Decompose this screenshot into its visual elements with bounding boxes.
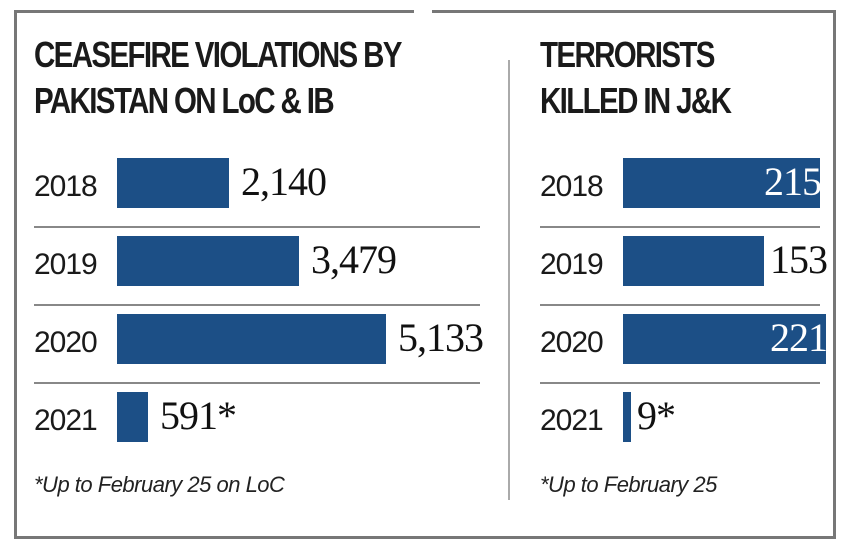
value-label: 9* [637,393,676,438]
bar-row: 2018 2,140 [34,150,480,228]
bar [117,314,386,364]
frame-bottom [14,536,836,539]
chart-title: CEASEFIRE VIOLATIONS BY PAKISTAN ON LoC … [34,34,403,121]
bar-row: 2021 591* [34,384,480,462]
category-label: 2019 [34,248,98,281]
bar-row: 2020 221 [540,306,828,384]
row-separator [540,226,820,228]
category-label: 2019 [540,248,604,281]
row-separator [34,304,480,306]
value-label: 221 [770,315,828,360]
chart-footnote: *Up to February 25 [540,472,717,497]
bar [623,236,764,286]
category-label: 2021 [34,404,98,437]
bar-row: 2020 5,133 [34,306,484,384]
frame-right [833,10,836,538]
chart-title: TERRORISTS KILLED IN J&K [540,34,732,121]
frame-left [14,10,17,538]
bar-row: 2018 215 [540,150,822,228]
bar [623,158,820,208]
row-separator [540,382,820,384]
bar [623,314,826,364]
bar [117,392,148,442]
value-label: 5,133 [398,315,484,360]
category-label: 2020 [34,326,98,359]
ceasefire-violations-chart: CEASEFIRE VIOLATIONS BY PAKISTAN ON LoC … [34,0,490,550]
column-divider [508,60,510,500]
bar [117,236,299,286]
row-separator [34,226,480,228]
category-label: 2020 [540,326,604,359]
bar-row: 2019 3,479 [34,228,480,306]
row-separator [540,304,820,306]
bar [117,158,229,208]
value-label: 153 [770,237,828,282]
bar-row: 2021 9* [540,384,820,462]
category-label: 2018 [540,170,604,203]
value-label: 3,479 [311,237,397,282]
terrorists-killed-chart: TERRORISTS KILLED IN J&K 2018 215 2019 153 2… [540,0,830,550]
frame-top-left [14,10,414,13]
row-separator [34,382,480,384]
bar-row: 2019 153 [540,228,828,306]
chart-footnote: *Up to February 25 on LoC [34,472,285,497]
value-label: 591* [160,393,237,438]
value-label: 2,140 [241,159,327,204]
category-label: 2018 [34,170,98,203]
frame-top-right [432,10,836,13]
bar [623,392,631,442]
value-label: 215 [764,159,822,204]
category-label: 2021 [540,404,604,437]
